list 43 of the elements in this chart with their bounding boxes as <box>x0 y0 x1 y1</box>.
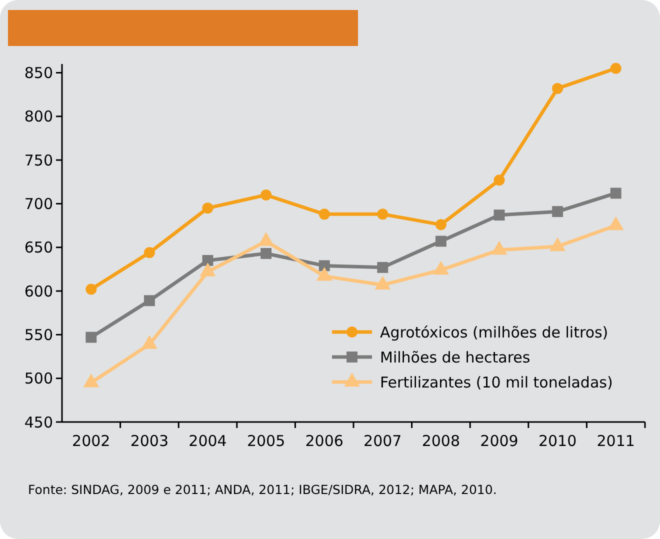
point <box>86 332 97 343</box>
point <box>318 208 330 220</box>
legend-label: Milhões de hectares <box>380 348 530 366</box>
point <box>494 210 505 221</box>
legend-label: Fertilizantes (10 mil toneladas) <box>380 373 613 392</box>
x-tick-label: 2006 <box>305 432 344 450</box>
source-note: Fonte: SINDAG, 2009 e 2011; ANDA, 2011; IBGE/SIDRA, 2012; MAPA, 2010. <box>28 482 497 497</box>
point <box>377 208 388 220</box>
point <box>144 247 155 258</box>
point <box>260 189 272 200</box>
x-tick-label: 2008 <box>422 432 460 450</box>
point <box>552 82 564 94</box>
y-tick-label: 850 <box>24 64 53 82</box>
point <box>202 254 214 266</box>
x-tick-label: 2004 <box>188 432 227 450</box>
x-tick-label: 2011 <box>596 432 635 450</box>
y-tick-label: 800 <box>24 108 53 126</box>
y-tick-label: 500 <box>24 370 53 388</box>
y-tick-label: 700 <box>24 194 53 213</box>
point <box>318 260 330 272</box>
point <box>86 284 97 295</box>
point <box>144 295 155 306</box>
x-tick-label: 2009 <box>480 432 518 450</box>
x-tick-label: 2010 <box>538 432 577 450</box>
point <box>435 219 446 230</box>
y-tick-label: 450 <box>24 413 53 432</box>
point <box>202 202 214 214</box>
point <box>377 262 388 273</box>
y-tick-label: 650 <box>24 238 53 257</box>
point <box>610 188 622 199</box>
point <box>552 206 564 218</box>
y-tick-label: 550 <box>24 326 53 344</box>
point <box>260 248 272 259</box>
y-tick-label: 600 <box>24 282 53 300</box>
x-tick-label: 2003 <box>130 432 169 450</box>
y-tick-label: 750 <box>24 151 53 170</box>
x-tick-label: 2007 <box>364 432 402 450</box>
point <box>435 236 446 247</box>
point <box>610 62 622 74</box>
x-tick-label: 2005 <box>246 432 286 450</box>
x-tick-label: 2002 <box>72 432 110 450</box>
point <box>494 174 505 186</box>
legend-label: Agrotóxicos (milhões de litros) <box>380 323 608 342</box>
